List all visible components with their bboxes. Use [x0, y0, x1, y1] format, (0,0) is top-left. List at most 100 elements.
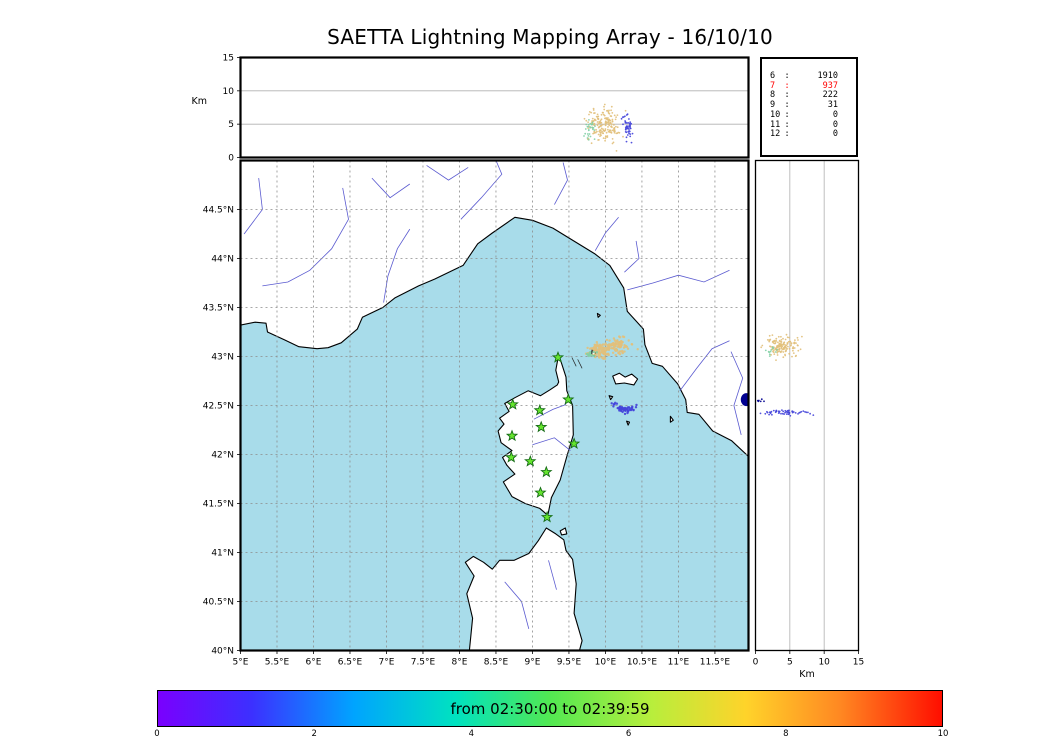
corsica-coast — [497, 353, 574, 516]
station-star — [524, 454, 537, 467]
station-star — [505, 450, 518, 463]
longitude-tick-label: 5.5°E — [265, 658, 290, 668]
stat-row-bin-8: 8:222 — [770, 90, 838, 101]
longitude-tick-label: 6°E — [306, 658, 322, 668]
island — [626, 420, 631, 426]
lightning-cluster — [584, 341, 616, 360]
altitude-tick-label: 0 — [228, 154, 234, 164]
island — [669, 415, 674, 423]
stats-panel: 6:1910 7:937 8:222 9:31 10:0 11:0 12:0 — [760, 57, 858, 157]
station-star — [540, 465, 553, 478]
river — [262, 187, 349, 287]
sardinia-coast — [464, 527, 583, 651]
latitude-tick-label: 44.5°N — [203, 206, 234, 216]
altitude-tick-label: 10 — [818, 658, 830, 668]
altitude-latitude-panel — [756, 160, 825, 651]
longitude-tick-label: 8°E — [452, 658, 468, 668]
map-gridlines — [240, 160, 749, 651]
station-star — [534, 486, 547, 498]
sea-marks — [571, 357, 583, 369]
latitude-tick-label: 42°N — [211, 451, 234, 461]
river — [460, 160, 503, 220]
latitude-tick-label: 41.5°N — [203, 500, 234, 510]
lightning-cluster — [583, 119, 596, 141]
x-axis-unit-label: Km — [799, 669, 814, 680]
station-star — [535, 420, 548, 433]
latitude-tick-label: 44°N — [211, 255, 234, 265]
colorbar-tick-label: 8 — [783, 729, 789, 739]
island — [612, 372, 639, 386]
station-star — [540, 510, 554, 523]
lightning-cluster — [583, 103, 627, 152]
river — [624, 240, 640, 273]
stat-row-bin-12: 12:0 — [770, 129, 838, 140]
latitude-tick-label: 41°N — [211, 549, 234, 559]
map-panel — [240, 160, 749, 651]
colorbar-tick-label: 2 — [311, 729, 317, 739]
lightning-cluster — [604, 335, 639, 357]
river — [594, 217, 619, 251]
river — [383, 228, 411, 303]
altitude-tick-label: 15 — [223, 54, 234, 64]
lightning-cluster — [610, 401, 619, 406]
river — [371, 177, 411, 199]
river — [426, 165, 469, 181]
station-star — [533, 403, 546, 416]
alt-lat-border — [754, 159, 860, 652]
longitude-tick-label: 7.5°E — [411, 658, 436, 668]
coastlines — [240, 160, 749, 651]
altitude-longitude-panel — [240, 90, 749, 152]
river — [730, 351, 744, 435]
y-axis-unit-label: Km — [192, 96, 207, 107]
colorbar-tick-labels: 0 2 4 6 8 10 — [154, 729, 948, 741]
latitude-tick-label: 42.5°N — [203, 402, 234, 412]
stat-row-bin-9: 9:31 — [770, 100, 838, 111]
longitude-tick-label: 11°E — [668, 658, 690, 668]
lightning-cluster — [759, 409, 815, 417]
lightning-cluster — [756, 398, 765, 403]
longitude-tick-label: 6.5°E — [338, 658, 363, 668]
longitude-tick-label: 8.5°E — [484, 658, 509, 668]
river — [627, 269, 730, 291]
longitude-tick-label: 10°E — [595, 658, 617, 668]
river — [532, 437, 571, 451]
colorbar-tick-label: 6 — [625, 729, 632, 739]
stats-rows: 6:1910 7:937 8:222 9:31 10:0 11:0 12:0 — [770, 71, 838, 140]
station-star — [551, 351, 565, 363]
lightning-cluster — [620, 113, 634, 144]
page-title: SAETTA Lightning Mapping Array - 16/10/1… — [327, 25, 773, 49]
stat-row-bin-6: 6:1910 — [770, 71, 838, 81]
alt-lon-border — [239, 56, 750, 159]
station-star — [567, 437, 581, 449]
island — [559, 527, 568, 536]
station-star — [505, 429, 519, 442]
lightning-cluster — [585, 350, 598, 358]
altitude-tick-label: 5 — [228, 120, 234, 130]
station-star — [506, 397, 519, 410]
mainland-coast — [240, 160, 749, 458]
colorbar-label: from 02:30:00 to 02:39:59 — [450, 699, 650, 718]
latitude-tick-label: 43°N — [211, 353, 234, 363]
station-stars — [505, 351, 581, 523]
island — [596, 312, 601, 318]
stat-row-bin-10: 10:0 — [770, 109, 838, 120]
altitude-tick-label: 15 — [853, 658, 864, 668]
latitude-tick-label: 40°N — [211, 647, 234, 657]
river — [533, 404, 567, 420]
island — [608, 395, 614, 401]
lightning-cluster — [764, 346, 778, 357]
river — [554, 162, 568, 205]
altitude-tick-label: 10 — [223, 87, 235, 97]
longitude-tick-label: 9°E — [524, 658, 540, 668]
stat-row-bin-7: 7:937 — [770, 80, 838, 91]
lightning-cluster — [612, 403, 638, 416]
latitude-tick-label: 43.5°N — [203, 304, 234, 314]
altitude-tick-label: 5 — [787, 658, 793, 668]
lightning-cluster — [760, 333, 803, 361]
colorbar-tick-label: 4 — [468, 729, 475, 739]
latitude-tick-label: 40.5°N — [203, 598, 234, 608]
colorbar-tick-label: 10 — [937, 729, 949, 739]
longitude-tick-label: 11.5°E — [700, 658, 731, 668]
